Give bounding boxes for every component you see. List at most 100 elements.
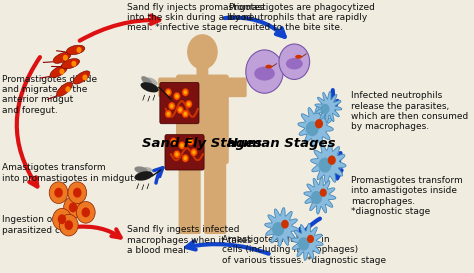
Circle shape <box>175 152 179 156</box>
Text: Amastigotes multiply in
cells (including macrophages)
of various tissues. *diagn: Amastigotes multiply in cells (including… <box>222 235 386 265</box>
Circle shape <box>180 143 184 147</box>
Ellipse shape <box>146 78 158 85</box>
Circle shape <box>179 108 182 112</box>
Circle shape <box>184 112 187 116</box>
Ellipse shape <box>254 67 275 81</box>
Circle shape <box>165 110 172 118</box>
Circle shape <box>69 203 77 212</box>
Circle shape <box>185 100 192 108</box>
FancyBboxPatch shape <box>179 156 201 234</box>
Circle shape <box>182 88 189 96</box>
Circle shape <box>307 235 314 243</box>
Circle shape <box>49 182 68 203</box>
Text: Sand Fly Stages: Sand Fly Stages <box>142 137 263 150</box>
Circle shape <box>76 201 95 223</box>
Circle shape <box>59 69 64 75</box>
Circle shape <box>53 208 71 230</box>
Circle shape <box>65 86 71 92</box>
Circle shape <box>170 138 177 146</box>
Text: Promastigotes transform
into amastigotes inside
macrophages.
*diagnostic stage: Promastigotes transform into amastigotes… <box>351 176 463 216</box>
Circle shape <box>73 188 82 198</box>
Ellipse shape <box>286 58 303 69</box>
Circle shape <box>68 182 87 203</box>
Circle shape <box>320 104 329 114</box>
Ellipse shape <box>135 166 148 174</box>
Circle shape <box>192 150 196 154</box>
Circle shape <box>167 90 170 94</box>
Polygon shape <box>310 143 346 184</box>
FancyBboxPatch shape <box>224 78 246 97</box>
Text: Sand fly injects promastigotes
into the skin during a blood
meal. *infective sta: Sand fly injects promastigotes into the … <box>127 3 264 32</box>
Ellipse shape <box>73 71 90 84</box>
Circle shape <box>191 148 197 156</box>
Circle shape <box>328 156 336 165</box>
Circle shape <box>168 102 175 110</box>
Text: Human Stages: Human Stages <box>228 137 336 150</box>
Circle shape <box>281 220 289 229</box>
Ellipse shape <box>140 82 159 93</box>
Ellipse shape <box>141 76 153 87</box>
FancyBboxPatch shape <box>176 75 229 164</box>
FancyBboxPatch shape <box>204 156 226 234</box>
Ellipse shape <box>140 167 152 173</box>
Polygon shape <box>291 223 323 260</box>
Circle shape <box>173 150 180 158</box>
Circle shape <box>319 158 331 173</box>
Circle shape <box>175 94 179 98</box>
Circle shape <box>165 88 172 96</box>
Circle shape <box>170 104 173 108</box>
Circle shape <box>310 191 322 204</box>
Ellipse shape <box>265 65 272 69</box>
Polygon shape <box>304 177 336 214</box>
Circle shape <box>64 197 82 218</box>
Circle shape <box>298 237 310 251</box>
Circle shape <box>187 138 194 146</box>
Circle shape <box>71 61 76 67</box>
Circle shape <box>306 121 319 136</box>
FancyBboxPatch shape <box>165 135 204 170</box>
Polygon shape <box>265 207 299 247</box>
Circle shape <box>184 156 187 160</box>
Ellipse shape <box>53 52 71 63</box>
Circle shape <box>82 75 88 81</box>
Circle shape <box>64 220 73 230</box>
Circle shape <box>187 102 191 106</box>
FancyBboxPatch shape <box>158 78 181 97</box>
Ellipse shape <box>50 66 67 78</box>
Polygon shape <box>298 106 333 147</box>
Text: Promastigotes divide
and migrate to the
anterior midgut
and foregut.: Promastigotes divide and migrate to the … <box>2 75 98 115</box>
Circle shape <box>182 110 189 118</box>
Text: Promastigotes are phagocytized
by neutrophils that are rapidly
recruited to the : Promastigotes are phagocytized by neutro… <box>229 3 374 32</box>
Text: Sand fly ingests infected
macrophages when it takes
a blood meal.: Sand fly ingests infected macrophages wh… <box>127 225 252 255</box>
Ellipse shape <box>62 59 80 69</box>
Circle shape <box>179 141 185 149</box>
Circle shape <box>315 119 323 128</box>
Circle shape <box>246 50 283 93</box>
Circle shape <box>55 188 63 198</box>
Text: Infected neutrophils
release the parasites,
which are then consumed
by macrophag: Infected neutrophils release the parasit… <box>351 91 469 132</box>
Circle shape <box>189 140 192 143</box>
Circle shape <box>76 47 82 53</box>
FancyBboxPatch shape <box>160 82 199 124</box>
Ellipse shape <box>66 45 85 55</box>
Circle shape <box>59 214 78 236</box>
Circle shape <box>63 55 68 61</box>
Circle shape <box>58 214 66 224</box>
Circle shape <box>184 90 187 94</box>
Ellipse shape <box>56 82 73 96</box>
Circle shape <box>173 92 180 100</box>
Text: Amastigotes transform
into promastigotes in midgut.: Amastigotes transform into promastigotes… <box>2 163 137 183</box>
Polygon shape <box>315 91 342 123</box>
Circle shape <box>279 44 310 79</box>
Text: Ingestion of
parasitized cell.: Ingestion of parasitized cell. <box>2 215 74 235</box>
Ellipse shape <box>135 171 153 181</box>
Circle shape <box>167 112 170 116</box>
Ellipse shape <box>295 55 302 59</box>
Circle shape <box>187 34 218 70</box>
Circle shape <box>319 189 327 197</box>
FancyBboxPatch shape <box>196 67 209 78</box>
Circle shape <box>272 222 284 236</box>
Circle shape <box>172 140 175 143</box>
Circle shape <box>177 106 184 114</box>
Circle shape <box>182 154 189 162</box>
